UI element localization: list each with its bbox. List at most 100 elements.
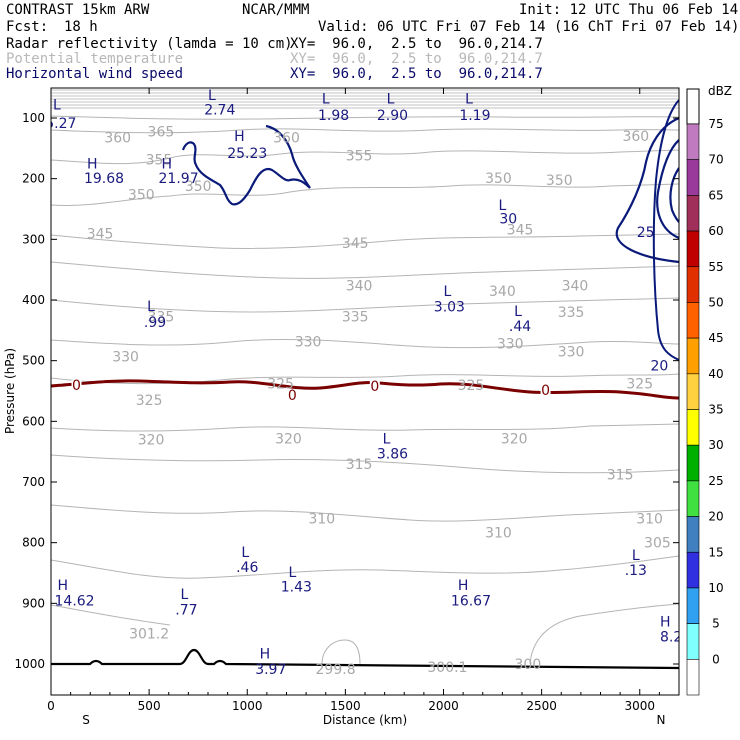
y-tick-label: 300	[22, 232, 45, 246]
theta-label: 305	[644, 536, 671, 552]
y-tick-label: 200	[22, 172, 45, 186]
freezing-label: 0	[288, 388, 297, 404]
theta-label: 355	[346, 149, 373, 165]
theta-label: 330	[558, 345, 585, 361]
theta-label: 310	[485, 525, 512, 541]
theta-contour-305	[51, 555, 679, 579]
theta-label: 300	[515, 657, 542, 673]
theta-contour-340	[51, 261, 679, 279]
colorbar-swatch	[686, 551, 700, 589]
y-tick-label: 100	[22, 111, 45, 125]
wind-label: 8.2	[660, 630, 682, 646]
wind-label: .99	[144, 315, 166, 331]
wind-label: 25	[637, 225, 655, 241]
theta-contour-320	[51, 423, 679, 432]
x-tick-label: 1500	[330, 699, 361, 713]
wind-label: .13	[625, 563, 647, 579]
freezing-label-bg	[71, 380, 82, 393]
freezing-level-line	[51, 379, 679, 400]
theta-label: 300.1	[427, 660, 467, 676]
theta-label: 350	[185, 179, 212, 195]
init-time: Init: 12 UTC Thu 06 Feb 14	[519, 2, 739, 18]
theta-contour-300-left	[51, 604, 171, 626]
wind-label: L	[147, 299, 155, 315]
field-3-xy: XY= 96.0, 2.5 to 96.0,214.7	[290, 66, 543, 82]
colorbar-unit: dBZ	[708, 84, 732, 98]
y-tick-label: 900	[22, 596, 45, 610]
theta-contour-310	[51, 504, 679, 522]
theta-label: 340	[346, 278, 373, 294]
theta-label: 330	[112, 349, 139, 365]
wind-label: 25.23	[227, 146, 267, 162]
theta-label: 335	[342, 309, 369, 325]
y-tick-label: 500	[22, 354, 45, 368]
wind-label: L	[53, 98, 61, 114]
wind-label: .44	[509, 319, 531, 335]
theta-label: 345	[342, 236, 369, 252]
south-end-label: S	[82, 713, 90, 727]
wind-label: 14.62	[55, 593, 95, 609]
theta-contour-325	[51, 373, 679, 385]
freezing-label: 0	[72, 378, 81, 394]
theta-contour-330	[51, 338, 679, 349]
theta-contour-315	[51, 454, 679, 474]
colorbar-swatch	[686, 302, 700, 339]
theta-label: 325	[626, 377, 653, 393]
theta-label: 320	[501, 431, 528, 447]
theta-label: 325	[267, 377, 294, 393]
theta-contour-360	[51, 128, 679, 134]
x-tick-label: 1000	[232, 699, 263, 713]
y-tick-label: 600	[22, 414, 45, 428]
theta-label: 335	[148, 309, 175, 325]
theta-label: 301.2	[129, 627, 169, 643]
theta-label: 350	[485, 171, 512, 187]
y-tick-label: 400	[22, 293, 45, 307]
wind-contour-35-right	[669, 167, 679, 223]
colorbar-swatch	[686, 123, 700, 160]
wind-label: H	[162, 157, 173, 173]
theta-label: 345	[87, 226, 114, 242]
wind-label: L	[241, 545, 249, 561]
wind-label: 5.27	[45, 116, 76, 132]
wind-label: 20	[650, 359, 668, 375]
y-tick-label: 1000	[14, 657, 45, 671]
theta-top-band	[51, 89, 679, 109]
wind-label: 21.97	[159, 171, 199, 187]
theta-label: 340	[562, 278, 589, 294]
model-title: CONTRAST 15km ARW	[6, 2, 150, 18]
wind-label: 19.68	[84, 171, 124, 187]
theta-label: 350	[546, 173, 573, 189]
wind-label: 1.43	[281, 579, 312, 595]
colorbar-level-label: 0	[712, 652, 720, 666]
theta-label: 355	[146, 152, 173, 168]
wind-contour-30-right	[656, 139, 679, 240]
field-1-xy: XY= 96.0, 2.5 to 96.0,214.7	[290, 36, 543, 52]
wind-label: 3.97	[255, 662, 286, 678]
x-tick-label: 3000	[624, 699, 655, 713]
x-tick-label: 2500	[526, 699, 557, 713]
colorbar-level-label: 65	[708, 188, 723, 202]
colorbar-swatch	[686, 266, 700, 303]
theta-label: 299.8	[316, 662, 356, 678]
org-label: NCAR/MMM	[242, 2, 310, 18]
freezing-labels: 0 0 0 0	[71, 378, 551, 404]
theta-label: 365	[148, 124, 175, 140]
wind-label: H	[260, 647, 271, 663]
colorbar-level-label: 50	[708, 295, 723, 309]
freezing-label: 0	[370, 379, 379, 395]
theta-contours	[51, 89, 679, 665]
colorbar-level-label: 35	[708, 403, 723, 417]
wind-label: L	[288, 565, 296, 581]
theta-label: 340	[489, 284, 516, 300]
colorbar-level-label: 60	[708, 224, 723, 238]
theta-label: 320	[275, 431, 302, 447]
colorbar-level-label: 30	[708, 438, 723, 452]
theta-contour-345	[51, 233, 679, 249]
wind-label: L	[181, 587, 189, 603]
colorbar-level-label: 25	[708, 474, 723, 488]
wind-label: L	[383, 431, 391, 447]
wind-label: 16.67	[451, 593, 491, 609]
wind-label: L	[387, 92, 395, 108]
